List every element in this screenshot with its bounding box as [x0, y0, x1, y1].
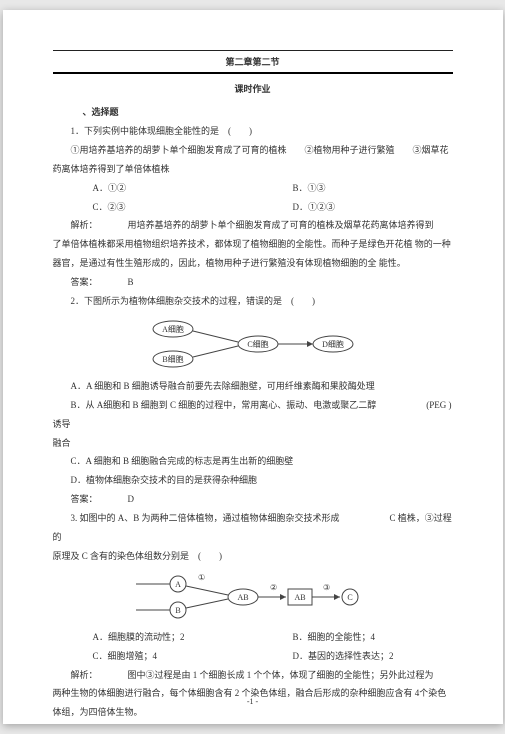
svg-text:B细胞: B细胞	[162, 354, 183, 364]
q1-opt-c: C．②③	[93, 198, 293, 217]
svg-text:B: B	[175, 606, 180, 615]
q1-answer-value: B	[128, 277, 134, 287]
document-page: 第二章第二节 课时作业 、选择题 1．下列实例中能体现细胞全能性的是 ( ) ①…	[3, 10, 503, 724]
answer-label: 答案：	[71, 494, 98, 504]
q3-analysis-line1: 解析： 图中③过程是由 1 个细胞长成 1 个个体，体现了细胞的全能性；另外此过程…	[53, 666, 453, 685]
q1-stem: 1．下列实例中能体现细胞全能性的是 ( )	[53, 122, 453, 141]
answer-label: 答案：	[71, 277, 98, 287]
q1-opt-d: D．①②③	[293, 198, 453, 217]
q1-opt-b: B．①③	[293, 179, 453, 198]
q2-opt-b-line2: 融合	[53, 434, 453, 453]
q1-analysis-text1: 用培养基培养的胡萝卜单个细胞发育成了可育的植株及烟草花药离体培养得到	[128, 220, 434, 230]
svg-text:①: ①	[198, 573, 205, 582]
q2-opt-b-line1: B．从 A细胞和 B 细胞到 C 细胞的过程中，常用离心、振动、电激或聚乙二醇(…	[53, 396, 453, 434]
q3-stem-line2: 原理及 C 含有的染色体组数分别是 ( )	[53, 547, 453, 566]
q1-answer: 答案： B	[53, 273, 453, 292]
q2-opt-d: D．植物体细胞杂交技术的目的是获得杂种细胞	[53, 471, 453, 490]
q3-stem-text1: 3. 如图中的 A、B 为两种二倍体植物，通过植物体细胞杂交技术形成	[71, 513, 340, 523]
q3-opt-c: C．细胞增殖；4	[93, 647, 293, 666]
subtitle: 课时作业	[53, 82, 453, 95]
q3-opt-d: D．基因的选择性表达；2	[293, 647, 453, 666]
svg-text:C细胞: C细胞	[247, 339, 268, 349]
analysis-label: 解析：	[71, 220, 98, 230]
svg-text:C: C	[347, 593, 352, 602]
svg-text:D细胞: D细胞	[322, 339, 344, 349]
q1-analysis-line1: 解析： 用培养基培养的胡萝卜单个细胞发育成了可育的植株及烟草花药离体培养得到	[53, 216, 453, 235]
page-number: -1 -	[3, 697, 503, 706]
q2-opt-c: C．A 细胞和 B 细胞融合完成的标志是再生出新的细胞壁	[53, 452, 453, 471]
q1-opt-a: A．①②	[93, 179, 293, 198]
svg-text:AB: AB	[237, 593, 248, 602]
analysis-label: 解析：	[71, 670, 98, 680]
q2-opt-b-text: B．从 A细胞和 B 细胞到 C 细胞的过程中，常用离心、振动、电激或聚乙二醇	[71, 400, 377, 410]
svg-text:A: A	[175, 580, 181, 589]
section-multiple-choice: 、选择题	[83, 105, 453, 118]
svg-text:A细胞: A细胞	[162, 324, 184, 334]
rule-top	[53, 50, 453, 51]
q2-answer: 答案： D	[53, 490, 453, 509]
q3-options-row1: A．细胞膜的流动性；2 B．细胞的全能性；4	[93, 628, 453, 647]
q2-stem: 2．下图所示为植物体细胞杂交技术的过程，错误的是 ( )	[53, 292, 453, 311]
q1-options-row2: C．②③ D．①②③	[93, 198, 453, 217]
q3-diagram: A B ① AB ② AB ③ C	[53, 572, 453, 622]
svg-text:③: ③	[323, 583, 330, 592]
q3-opt-a: A．细胞膜的流动性；2	[93, 628, 293, 647]
q1-analysis-line2: 了单倍体植株都采用植物组织培养技术，都体现了植物细胞的全能性。而种子是绿色开花植…	[53, 235, 453, 273]
q3-opt-b: B．细胞的全能性；4	[293, 628, 453, 647]
q2-answer-value: D	[128, 494, 135, 504]
chapter-title: 第二章第二节	[53, 55, 453, 74]
q1-items: ①用培养基培养的胡萝卜单个细胞发育成了可育的植株 ②植物用种子进行繁殖 ③烟草花…	[53, 141, 453, 179]
q3-options-row2: C．细胞增殖；4 D．基因的选择性表达；2	[93, 647, 453, 666]
q3-analysis-text1: 图中③过程是由 1 个细胞长成 1 个个体，体现了细胞的全能性；另外此过程为	[128, 670, 434, 680]
q3-stem-line1: 3. 如图中的 A、B 为两种二倍体植物，通过植物体细胞杂交技术形成C 植株，③…	[53, 509, 453, 547]
q2-opt-a: A．A 细胞和 B 细胞诱导融合前要先去除细胞壁，可用纤维素酶和果胶酶处理	[53, 377, 453, 396]
q2-diagram: A细胞 B细胞 C细胞 D细胞	[53, 317, 453, 371]
svg-text:②: ②	[270, 583, 277, 592]
svg-text:AB: AB	[294, 593, 305, 602]
q1-options-row1: A．①② B．①③	[93, 179, 453, 198]
